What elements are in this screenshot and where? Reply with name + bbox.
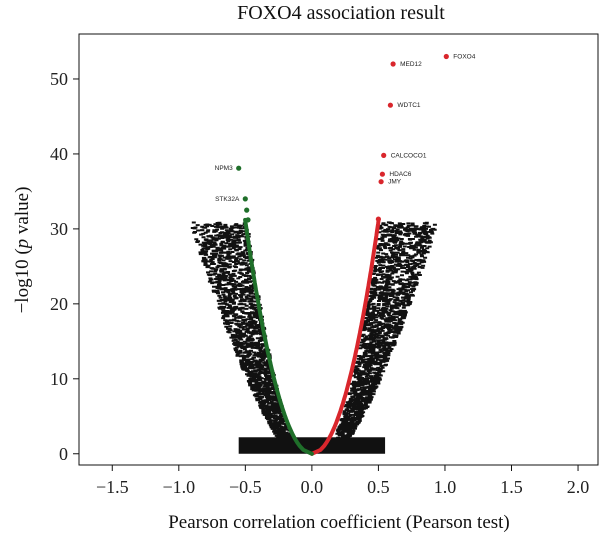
gene-label: STK32A bbox=[215, 196, 240, 203]
y-tick-label: 0 bbox=[59, 444, 68, 464]
plot-frame bbox=[78, 33, 599, 466]
x-tick-label: 0.5 bbox=[367, 477, 390, 497]
chart-title: FOXO4 association result bbox=[237, 2, 445, 24]
gene-point bbox=[242, 196, 248, 202]
x-tick-label: 1.5 bbox=[500, 477, 523, 497]
background-gene-cloud bbox=[190, 221, 437, 445]
gene-label: JMY bbox=[388, 179, 402, 186]
x-tick-label: 1.0 bbox=[434, 477, 457, 497]
y-tick-label: 50 bbox=[50, 69, 68, 89]
y-axis-label-main: −log10 ( bbox=[12, 248, 33, 313]
gene-label: HDAC6 bbox=[389, 171, 411, 178]
gene-label: NPM3 bbox=[215, 165, 233, 172]
x-tick-label: −0.5 bbox=[229, 477, 262, 497]
gene-label: FOXO4 bbox=[453, 54, 475, 61]
axes-layer: −1.5 −1.0 −0.5 0.0 0.5 1.0 1.5 2.0 0 10 20 30 40 50 bbox=[50, 69, 589, 497]
positive-correlation-curve bbox=[309, 217, 381, 456]
gene-point bbox=[390, 61, 396, 67]
gene-label: CALCOCO1 bbox=[391, 152, 427, 159]
x-tick-label: 2.0 bbox=[567, 477, 590, 497]
x-tick-label: −1.0 bbox=[162, 477, 195, 497]
gene-point bbox=[443, 53, 449, 60]
y-tick-label: 40 bbox=[50, 144, 68, 164]
y-axis-label: −log10 (p value) bbox=[12, 187, 33, 314]
x-tick-label: −1.5 bbox=[96, 477, 129, 497]
gene-point bbox=[245, 217, 251, 223]
gene-point bbox=[236, 165, 242, 171]
y-axis-label-italic: p bbox=[12, 239, 33, 251]
x-axis-label: Pearson correlation coefficient (Pearson… bbox=[168, 512, 510, 533]
gene-point bbox=[244, 207, 250, 213]
y-tick-label: 10 bbox=[50, 369, 68, 389]
gene-point bbox=[375, 216, 381, 222]
y-axis-label-tail: value) bbox=[12, 187, 33, 239]
y-tick-label: 20 bbox=[50, 294, 68, 314]
negative-correlation-curve bbox=[243, 217, 314, 456]
x-tick-label: 0.0 bbox=[301, 477, 324, 497]
gene-point bbox=[387, 102, 393, 108]
gene-point bbox=[381, 152, 387, 158]
gene-point bbox=[379, 171, 385, 177]
gene-label: MED12 bbox=[400, 61, 422, 68]
gene-point bbox=[378, 179, 384, 185]
gene-label: WDTC1 bbox=[397, 102, 420, 109]
base-band bbox=[238, 437, 386, 454]
y-tick-label: 30 bbox=[50, 219, 68, 239]
